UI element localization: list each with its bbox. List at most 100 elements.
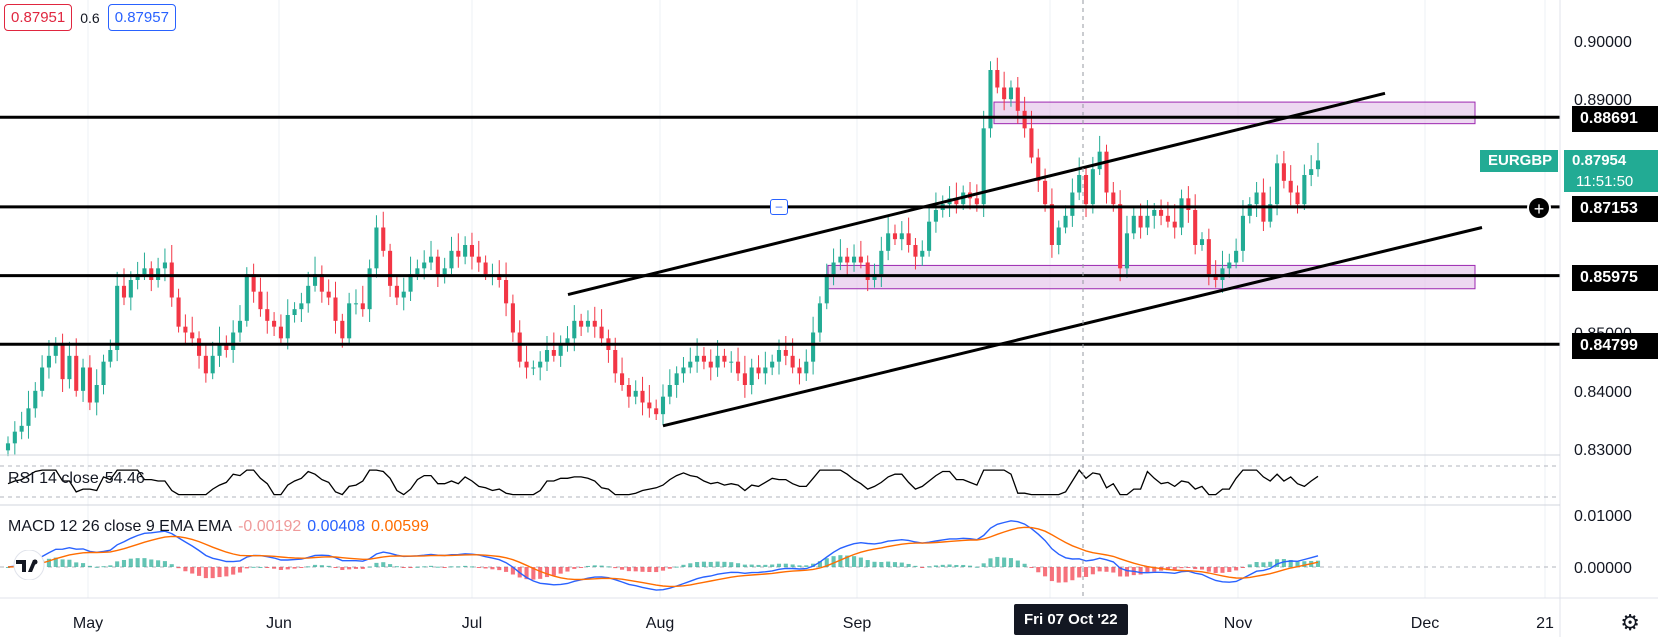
macd-histogram-bar — [1043, 567, 1048, 577]
candle-body — [879, 250, 884, 275]
candle-body — [613, 350, 618, 374]
macd-histogram-bar — [319, 565, 324, 567]
candle-body — [995, 70, 1000, 88]
macd-histogram-bar — [831, 556, 836, 567]
candle-body — [742, 373, 747, 385]
macd-histogram-bar — [449, 566, 454, 568]
macd-histogram-bar — [1281, 559, 1286, 567]
macd-histogram-bar — [947, 564, 952, 567]
candle-body — [715, 355, 720, 368]
macd-histogram-bar — [60, 559, 65, 567]
trendlines[interactable] — [567, 91, 1483, 428]
macd-histogram-bar — [1083, 567, 1089, 577]
candle-body — [33, 390, 38, 409]
candle-body — [285, 315, 290, 339]
settings-gear-icon[interactable]: ⚙ — [1620, 610, 1640, 635]
candle-body — [517, 332, 522, 362]
macd-histogram-bar — [988, 558, 993, 567]
candle-body — [121, 285, 127, 298]
macd-histogram-bar — [531, 567, 536, 580]
macd-histogram-bar — [633, 567, 638, 572]
supply-demand-zones — [827, 101, 1476, 290]
macd-histogram-bar — [701, 561, 706, 567]
macd-legend: MACD 12 26 close 9 EMA EMA -0.00192 0.0040… — [8, 518, 429, 536]
candle-body — [695, 355, 700, 362]
macd-histogram-bar — [67, 559, 72, 567]
price-tick-label: 0.84000 — [1574, 384, 1632, 401]
candle-body — [538, 361, 543, 368]
macd-histogram-bar — [196, 567, 202, 576]
collapse-icon[interactable]: – — [770, 199, 788, 215]
candle-body — [115, 285, 120, 350]
time-axis-label: Nov — [1224, 615, 1252, 632]
macd-histogram-bar — [954, 564, 959, 567]
candle-body — [1145, 215, 1150, 228]
macd-histogram-bar — [1022, 563, 1027, 567]
macd-pane: 0.01000 0.00000 — [0, 508, 1632, 591]
macd-histogram-bar — [374, 562, 379, 567]
candle-body — [1124, 233, 1130, 269]
candle-body — [483, 262, 488, 275]
macd-histogram-bar — [347, 567, 352, 570]
candle-body — [1015, 87, 1020, 111]
macd-histogram-bar — [1111, 567, 1116, 573]
macd-histogram-bar — [647, 567, 652, 573]
candle-body — [886, 233, 891, 251]
macd-histogram-bar — [681, 564, 686, 567]
candle-body — [463, 245, 468, 257]
candle-body — [927, 221, 932, 251]
horizontal-levels[interactable] — [0, 115, 1560, 346]
macd-histogram-bar — [640, 567, 645, 572]
macd-histogram-bar — [401, 567, 406, 568]
macd-histogram-bar — [1234, 567, 1239, 571]
macd-histogram-bar — [1077, 567, 1082, 578]
candle-body — [899, 233, 904, 240]
macd-histogram-bar — [1056, 567, 1061, 583]
candle-body — [108, 350, 113, 362]
macd-histogram-bar — [224, 567, 229, 577]
time-axis-label: 21 — [1536, 615, 1554, 632]
candle-body — [306, 285, 311, 304]
rsi-line — [7, 468, 1319, 496]
macd-histogram-bar — [899, 562, 904, 567]
candle-body — [504, 280, 509, 304]
macd-histogram-bar — [456, 566, 461, 568]
candle-body — [1186, 198, 1191, 210]
candle-body — [831, 262, 836, 275]
candle-body — [1111, 192, 1116, 205]
macd-histogram-bar — [5, 567, 11, 568]
add-order-icon[interactable]: + — [1527, 196, 1551, 220]
macd-histogram-bar — [565, 567, 570, 572]
macd-histogram-bar — [442, 567, 447, 568]
macd-histogram-bar — [940, 564, 945, 567]
macd-histogram-bar — [1015, 560, 1020, 567]
sell-price-button[interactable]: 0.87951 — [4, 4, 73, 31]
time-axis-label: Dec — [1411, 615, 1439, 632]
macd-histogram-bar — [606, 566, 611, 568]
macd-histogram-bar — [776, 563, 782, 567]
macd-histogram-bar — [1315, 560, 1321, 567]
macd-histogram-bar — [176, 567, 181, 569]
candle-body — [26, 408, 31, 426]
macd-histogram-bar — [824, 558, 829, 567]
candle-body — [906, 233, 911, 245]
macd-histogram-bar — [1049, 567, 1054, 582]
candle-body — [913, 245, 918, 257]
macd-histogram-bar — [108, 565, 113, 567]
candle-body — [858, 256, 863, 263]
candle-body — [544, 350, 550, 362]
macd-histogram-bar — [688, 563, 693, 567]
macd-histogram-bar — [872, 561, 877, 567]
macd-histogram-bar — [729, 562, 734, 567]
candle-body — [749, 367, 754, 385]
macd-histogram-bar — [544, 567, 550, 578]
macd-histogram-bar — [817, 561, 822, 567]
candle-body — [1302, 175, 1307, 205]
candle-body — [449, 250, 454, 269]
candle-body — [272, 320, 277, 327]
buy-price-button[interactable]: 0.87957 — [107, 4, 176, 31]
candle-body — [654, 408, 659, 415]
macd-histogram-bar — [128, 558, 133, 567]
candle-body — [633, 390, 638, 397]
